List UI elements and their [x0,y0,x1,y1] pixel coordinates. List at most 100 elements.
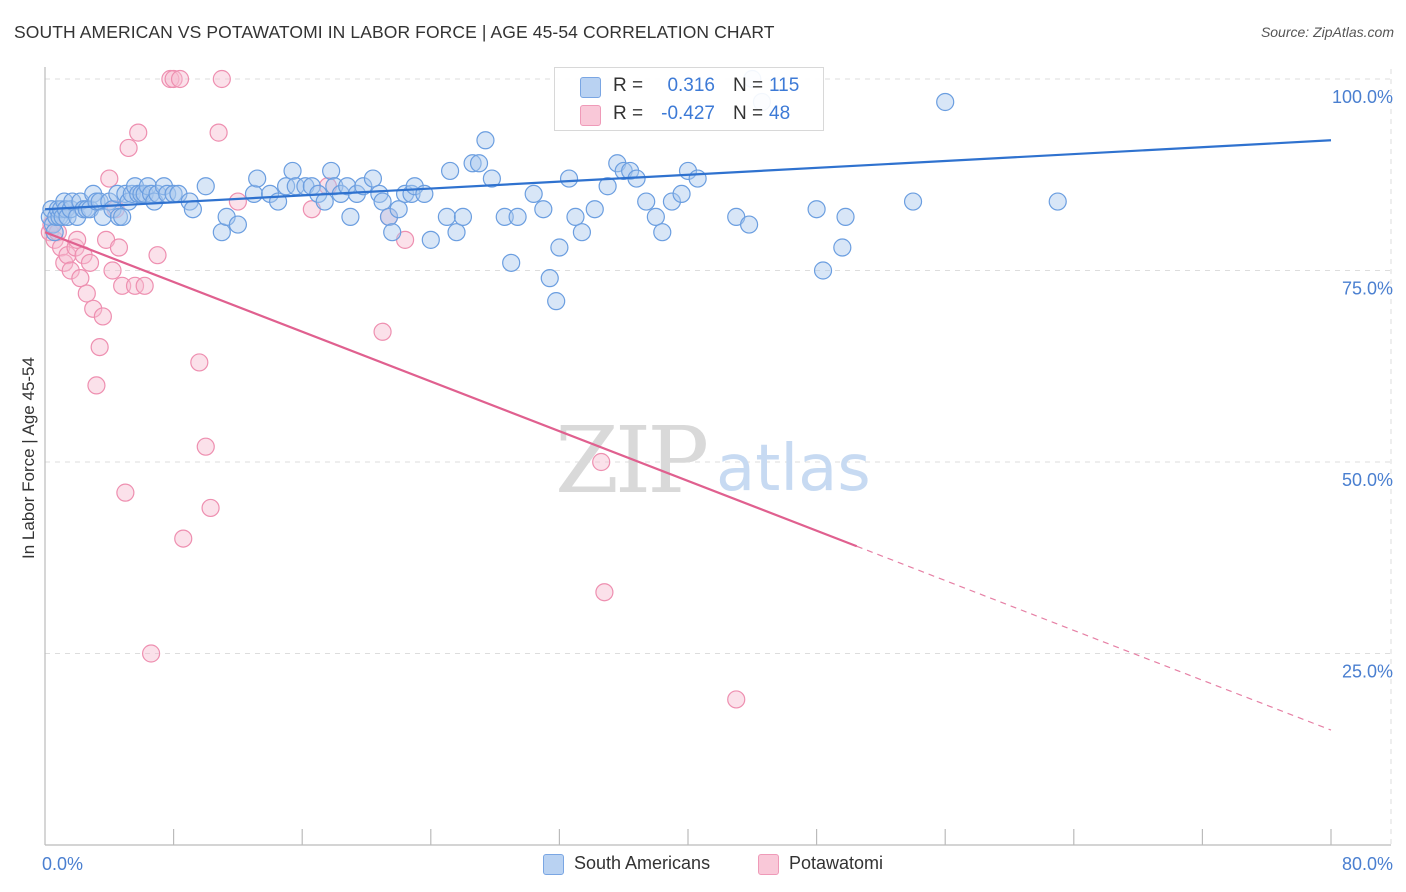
potawatomi-point [116,483,135,502]
potawatomi-point [212,69,231,89]
potawatomi-points [40,69,746,709]
south-americans-point [437,207,456,226]
x-tick-labels: 0.0% 80.0% [42,854,1393,874]
legend-r-label: R = [613,75,644,96]
source-credit: Source: ZipAtlas.com [1260,24,1394,40]
south-americans-point [653,223,672,242]
potawatomi-point [170,69,190,89]
potawatomi-point [100,169,119,188]
correlation-legend: R = 0.316 N = 115 R = -0.427 N = 48 [554,67,824,131]
south-americans-point [469,154,489,173]
south-americans-point [566,207,585,226]
potawatomi-point [93,307,112,326]
south-americans-point [476,131,495,150]
south-americans-point [534,200,553,219]
south-americans-point [813,261,833,280]
legend-row-south-americans: R = 0.316 N = 115 [555,72,823,100]
south-americans-point [739,215,759,234]
chart-title: SOUTH AMERICAN VS POTAWATOMI IN LABOR FO… [14,22,775,42]
south-americans-point [383,223,402,242]
x-tick-label: 0.0% [42,854,83,874]
south-americans-point [228,215,247,234]
potawatomi-point [80,253,100,272]
axes [44,67,1391,846]
potawatomi-point [592,452,611,472]
potawatomi-point [84,299,103,318]
south-americans-point [1048,192,1067,211]
potawatomi-point [148,246,167,265]
south-americans-point [244,184,264,203]
potawatomi-point [196,437,215,456]
potawatomi-point [87,376,106,395]
x-tick-label: 80.0% [1342,854,1393,874]
potawatomi-point [61,261,80,280]
south-americans-point [277,177,296,196]
potawatomi-point [164,69,183,89]
south-americans-point [836,207,855,226]
bottom-legend-swatch-blue [543,854,564,875]
bottom-legend-label: South Americans [574,853,711,873]
potawatomi-point [201,498,220,518]
south-americans-point [447,223,466,242]
potawatomi-trend-line [44,231,858,548]
y-axis-label: In Labor Force | Age 45-54 [19,357,38,559]
south-americans-point [807,200,826,219]
potawatomi-point [135,276,154,295]
south-americans-point [379,207,399,226]
bottom-legend-swatch-pink [758,854,779,875]
south-americans-point [585,200,604,219]
south-americans-point [363,169,383,188]
south-americans-point [540,269,559,288]
south-americans-point [524,184,543,203]
south-americans-point [354,177,373,196]
legend-r-label: R = [613,103,644,124]
y-tick-labels: 25.0% 50.0% 75.0% 100.0% [1332,87,1393,682]
south-americans-point [637,192,656,211]
south-americans-point [598,177,617,196]
south-americans-point [550,238,569,257]
legend-row-potawatomi: R = -0.427 N = 48 [555,100,823,128]
south-americans-point [502,253,521,272]
potawatomi-point [113,276,132,295]
south-americans-point [196,177,215,196]
legend-n-value: 115 [769,75,800,96]
south-americans-point [183,200,202,219]
south-americans-point [662,192,682,211]
legend-r-value: -0.427 [661,103,715,124]
south-americans-point [322,161,341,181]
legend-n-label: N = [733,75,764,96]
south-americans-point [936,92,955,112]
potawatomi-point [373,322,392,341]
south-americans-point [646,207,665,226]
south-americans-point [463,154,482,173]
south-americans-point [389,200,408,219]
south-americans-point [248,169,267,188]
legend-swatch-pink [580,105,601,126]
potawatomi-trend-extension [856,545,1332,731]
bottom-legend-label: Potawatomi [789,853,884,873]
south-americans-point [113,207,132,226]
potawatomi-point [209,123,228,142]
potawatomi-point [71,269,90,288]
legend-swatch-blue [580,77,601,98]
south-americans-point [421,230,440,249]
legend-n-label: N = [733,103,764,124]
south-americans-point [93,207,112,226]
potawatomi-point [141,644,161,663]
potawatomi-point [190,353,209,372]
south-americans-point [688,169,707,188]
south-americans-point [672,184,691,203]
potawatomi-point [595,583,614,602]
potawatomi-point [119,138,138,158]
south-americans-point [903,192,923,211]
south-americans-point [559,169,579,188]
legend-n-value: 48 [769,103,791,124]
south-americans-point [283,161,302,181]
south-americans-point [440,161,460,181]
south-americans-point [547,292,566,311]
potawatomi-point [77,284,96,303]
south-americans-point [341,207,360,226]
south-americans-point [482,169,501,188]
south-americans-point [453,207,473,226]
